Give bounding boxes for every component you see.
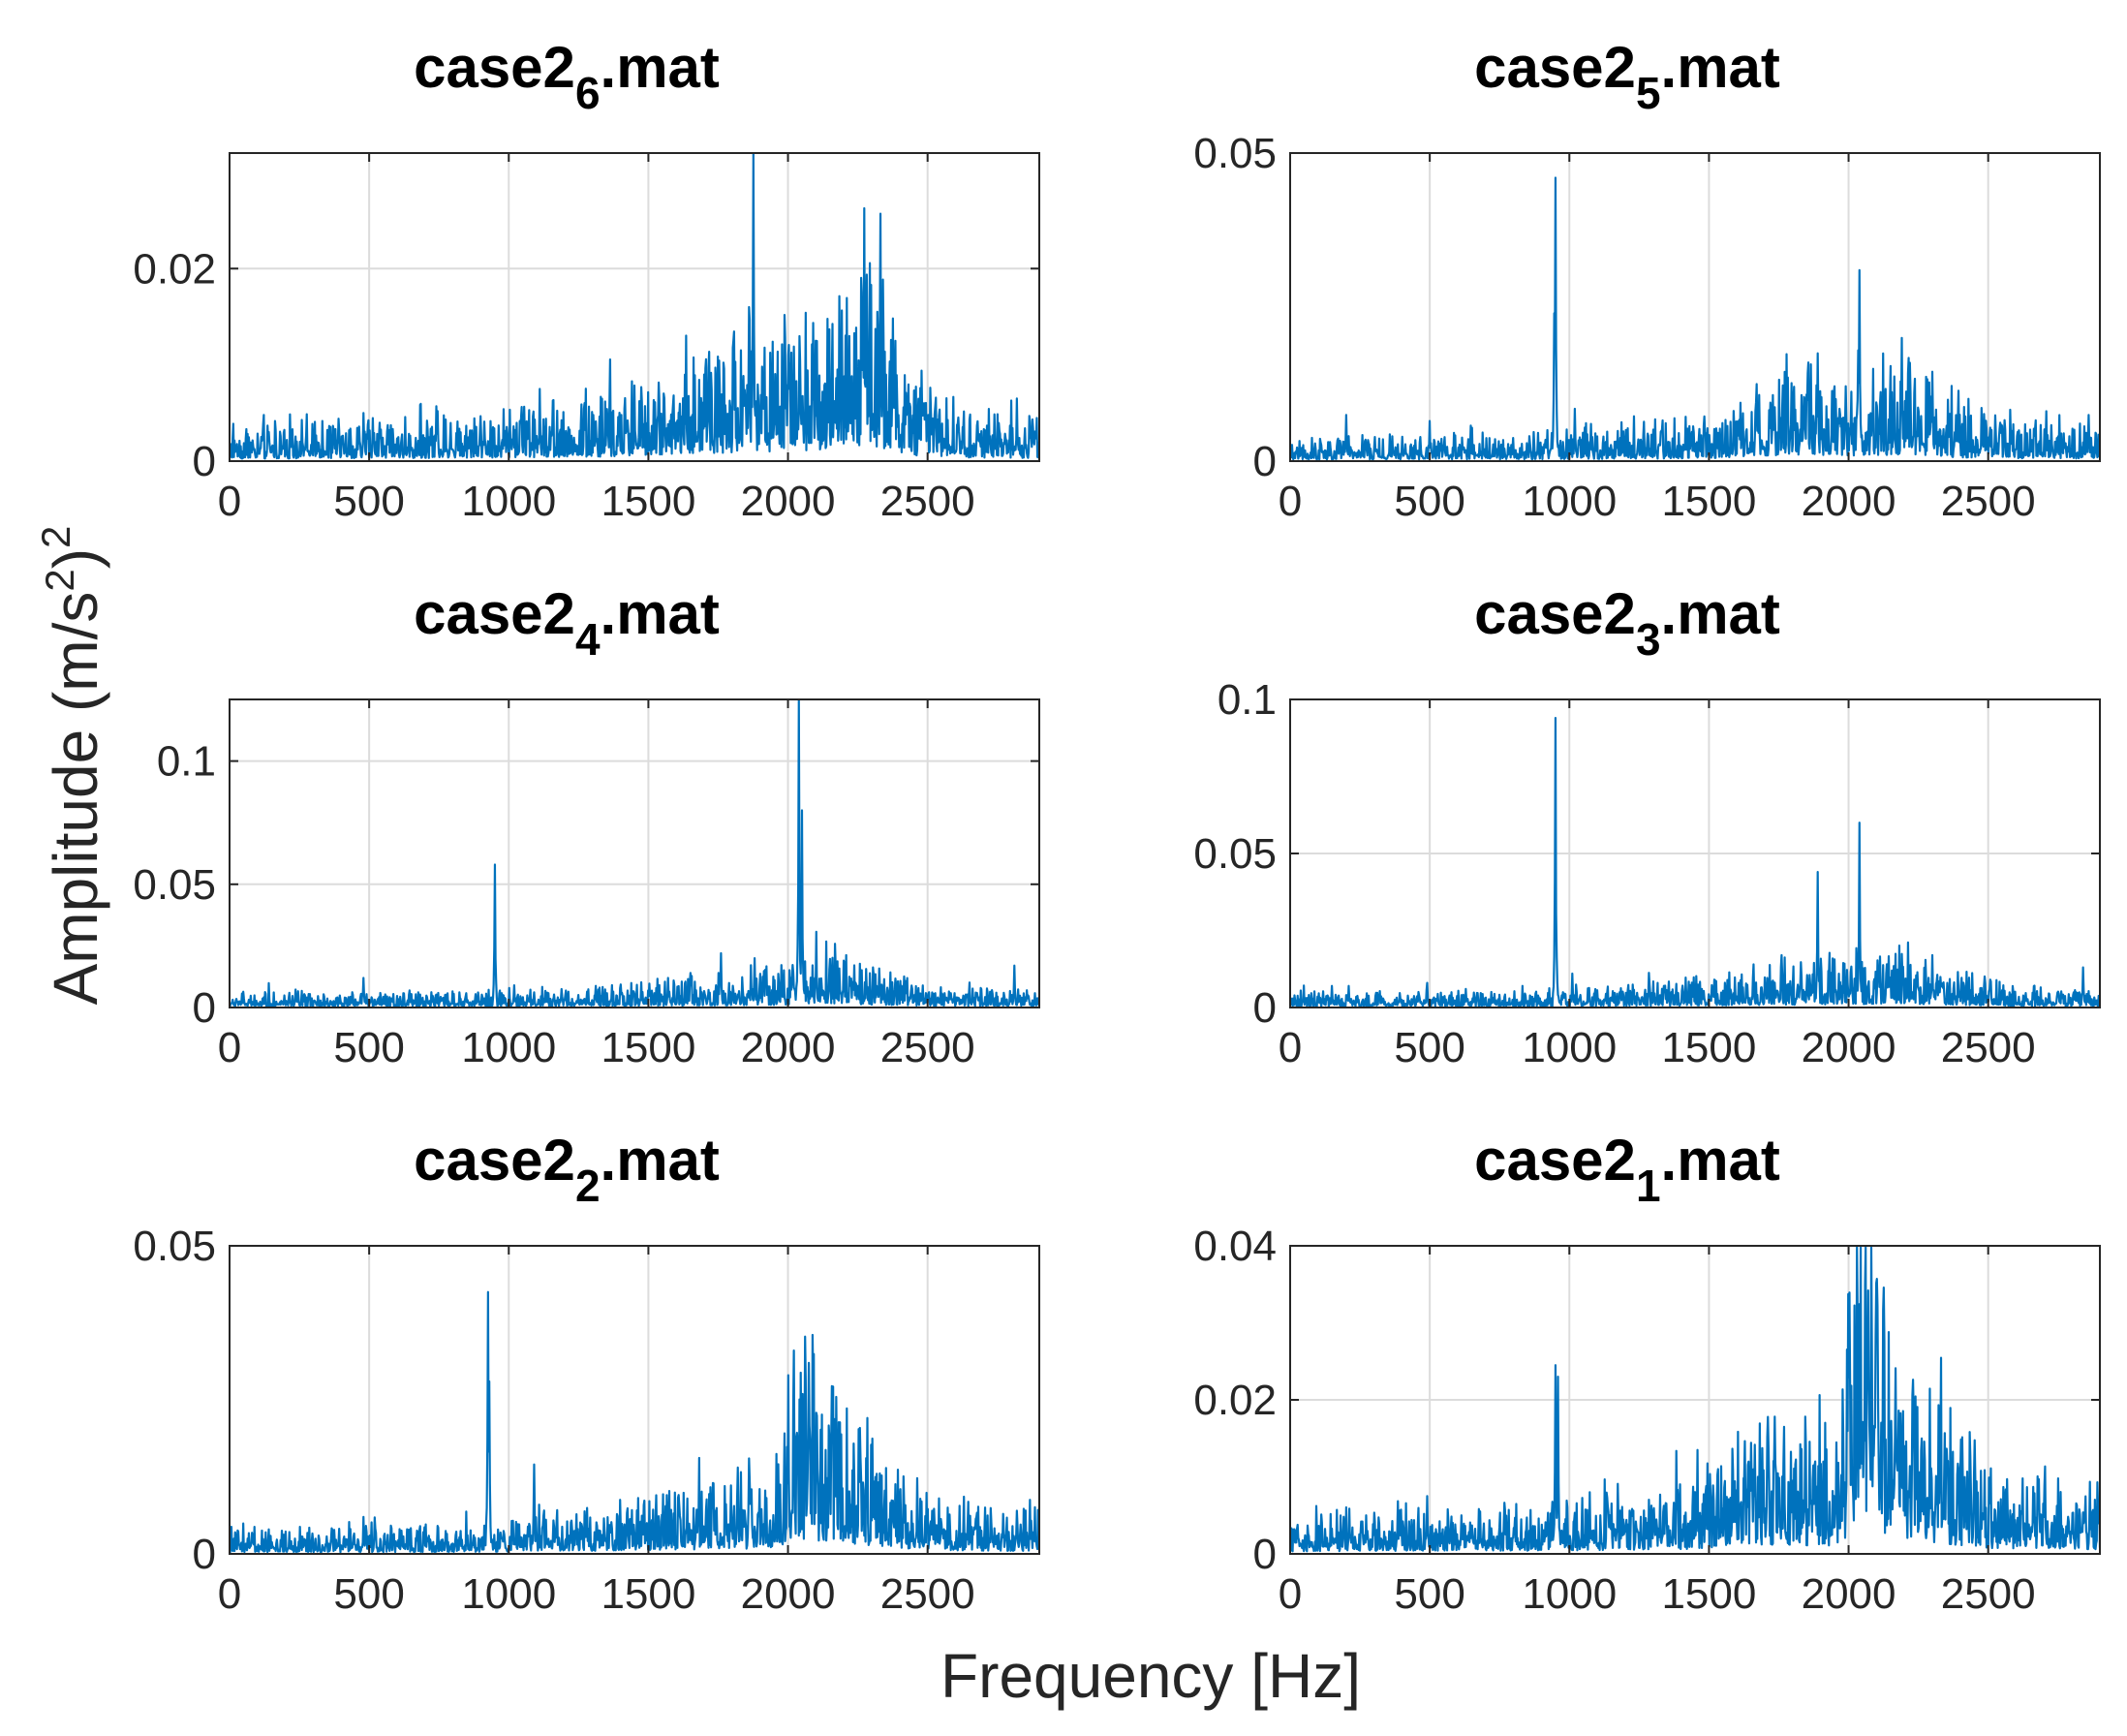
plot-area xyxy=(1290,153,2100,461)
x-tick-label: 2500 xyxy=(880,1024,975,1071)
x-tick-label: 1000 xyxy=(1522,1024,1617,1071)
x-tick-label: 0 xyxy=(218,478,241,525)
y-tick-label: 0.04 xyxy=(1193,1223,1277,1270)
x-tick-label: 500 xyxy=(1394,478,1464,525)
axes-box xyxy=(229,1245,1040,1555)
x-tick-label: 500 xyxy=(333,478,404,525)
y-tick-label: 0.02 xyxy=(1193,1377,1277,1424)
x-tick-label: 2000 xyxy=(1802,1570,1896,1618)
subplot-title: case21.mat xyxy=(1474,1128,1780,1211)
x-tick-label: 2000 xyxy=(741,478,836,525)
spectrum-series xyxy=(230,1290,1039,1554)
subplot-6: case26.mat 0 500 1000 1500 2000 2500 0 0.02 xyxy=(133,35,1040,525)
axes-box xyxy=(229,152,1040,462)
x-tick-label: 1000 xyxy=(1522,1570,1617,1618)
subplot-3: case23.mat 0 500 1000 1500 2000 2500 0 0.05 0.1 xyxy=(1193,581,2101,1071)
x-tick-label: 500 xyxy=(333,1024,404,1071)
x-tick-label: 500 xyxy=(333,1570,404,1618)
subplot-title: case23.mat xyxy=(1474,581,1780,665)
x-tick-label: 500 xyxy=(1394,1570,1464,1618)
x-tick-label: 0 xyxy=(1279,478,1302,525)
x-tick-label: 1000 xyxy=(461,1024,556,1071)
x-tick-label: 2000 xyxy=(741,1570,836,1618)
x-tick-label: 2500 xyxy=(880,1570,975,1618)
x-tick-label: 0 xyxy=(218,1024,241,1071)
subplot-title: case24.mat xyxy=(414,581,720,665)
plot-area xyxy=(230,699,1039,1008)
y-tick-label: 0.1 xyxy=(157,738,216,786)
x-tick-label: 1000 xyxy=(461,478,556,525)
y-axis-label: Amplitude (m/s2)2 xyxy=(33,526,110,1006)
x-tick-label: 2500 xyxy=(880,478,975,525)
x-tick-label: 2500 xyxy=(1941,1570,2036,1618)
x-tick-label: 0 xyxy=(1279,1570,1302,1618)
y-tick-label: 0 xyxy=(1253,438,1277,485)
x-tick-label: 1500 xyxy=(1661,1024,1756,1071)
x-tick-label: 1000 xyxy=(461,1570,556,1618)
spectrum-series xyxy=(1290,1246,2100,1553)
y-tick-label: 0.05 xyxy=(1193,130,1277,177)
x-tick-label: 500 xyxy=(1394,1024,1464,1071)
y-tick-label: 0.02 xyxy=(133,245,216,293)
spectrum-series xyxy=(1290,716,2100,1008)
y-tick-label: 0.05 xyxy=(133,861,216,909)
subplot-4: case24.mat 0 500 1000 1500 2000 2500 0 0.05 0.1 xyxy=(133,581,1040,1071)
spectrum-series xyxy=(1290,176,2100,461)
x-tick-label: 1500 xyxy=(601,478,695,525)
y-tick-label: 0.1 xyxy=(1218,676,1277,724)
x-tick-label: 1500 xyxy=(601,1570,695,1618)
x-tick-label: 2000 xyxy=(741,1024,836,1071)
y-tick-label: 0 xyxy=(193,1531,216,1578)
x-tick-label: 1500 xyxy=(601,1024,695,1071)
x-tick-label: 1000 xyxy=(1522,478,1617,525)
y-tick-label: 0 xyxy=(193,438,216,485)
subplot-5: case25.mat 0 500 1000 1500 2000 2500 0 0.05 xyxy=(1193,35,2101,525)
x-tick-label: 2500 xyxy=(1941,1024,2036,1071)
subplot-2: case22.mat 0 500 1000 1500 2000 2500 0 0.05 xyxy=(133,1128,1040,1618)
x-tick-label: 2000 xyxy=(1802,478,1896,525)
x-tick-label: 0 xyxy=(1279,1024,1302,1071)
subplot-title: case26.mat xyxy=(414,35,720,118)
x-tick-label: 1500 xyxy=(1661,478,1756,525)
y-tick-label: 0.05 xyxy=(1193,830,1277,878)
subplot-1: case21.mat 0 500 1000 1500 2000 2500 0 0.02 0.04 xyxy=(1193,1128,2101,1618)
x-tick-label: 1500 xyxy=(1661,1570,1756,1618)
y-tick-label: 0 xyxy=(193,984,216,1032)
x-axis-label: Frequency [Hz] xyxy=(940,1641,1361,1711)
x-tick-label: 0 xyxy=(218,1570,241,1618)
subplot-title: case25.mat xyxy=(1474,35,1780,118)
x-tick-label: 2000 xyxy=(1802,1024,1896,1071)
y-tick-label: 0.05 xyxy=(133,1223,216,1270)
axes-box xyxy=(229,698,1040,1008)
subplot-title: case22.mat xyxy=(414,1128,720,1211)
y-tick-label: 0 xyxy=(1253,984,1277,1032)
axes-box xyxy=(1289,152,2101,462)
spectrum-series xyxy=(230,699,1039,1008)
spectrum-series xyxy=(230,153,1039,460)
x-tick-label: 2500 xyxy=(1941,478,2036,525)
y-tick-label: 0 xyxy=(1253,1531,1277,1578)
